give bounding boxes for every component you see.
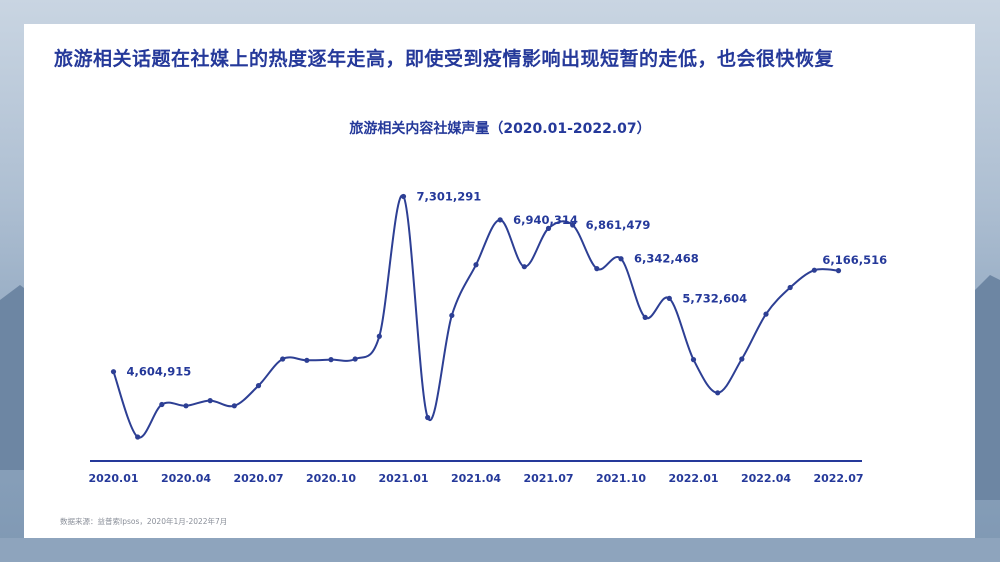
data-point-2020.04: [183, 403, 189, 409]
data-point-2021.09: [594, 266, 600, 272]
x-tick-label: 2020.04: [161, 472, 211, 485]
data-label: 6,861,479: [586, 218, 651, 232]
data-point-2021.10: [618, 256, 624, 262]
data-point-2021.11: [642, 314, 648, 320]
chart-title: 旅游相关内容社媒声量（2020.01-2022.07）: [349, 121, 651, 137]
data-point-2020.05: [207, 398, 213, 404]
x-tick-label: 2020.07: [233, 472, 283, 485]
data-point-2022.02: [715, 390, 721, 396]
data-point-2022.03: [739, 356, 745, 362]
data-point-2022.01: [690, 357, 697, 363]
data-point-2020.08: [280, 356, 286, 362]
data-point-2020.02: [135, 434, 141, 440]
data-label: 6,166,516: [822, 253, 887, 267]
content-card: [24, 24, 975, 538]
x-tick-label: 2020.10: [306, 472, 356, 485]
data-point-2020.06: [231, 403, 237, 409]
data-point-2020.11: [352, 356, 358, 362]
data-point-2021.04: [473, 262, 479, 268]
data-point-2021.12: [666, 295, 672, 301]
data-point-2020.09: [304, 357, 310, 363]
data-point-2021.08: [570, 222, 576, 228]
source-note: 数据来源：益普索Ipsos，2020年1月-2022年7月: [60, 517, 228, 526]
data-point-2020.03: [159, 401, 165, 408]
data-point-2022.06: [811, 267, 817, 273]
data-point-2021.03: [449, 312, 455, 319]
data-point-2021.01: [400, 193, 407, 200]
data-point-2021.06: [521, 264, 527, 270]
data-label: 5,732,604: [682, 291, 747, 305]
data-label: 7,301,291: [417, 189, 482, 203]
page-headline: 旅游相关话题在社媒上的热度逐年走高，即使受到疫情影响出现短暂的走低，也会很快恢复: [54, 48, 835, 70]
x-tick-label: 2022.01: [668, 472, 718, 485]
data-label: 4,604,915: [127, 365, 192, 379]
data-point-2022.07: [835, 268, 842, 274]
data-point-2020.10: [328, 357, 334, 363]
data-label: 6,342,468: [634, 252, 699, 266]
x-tick-label: 2021.10: [596, 472, 646, 485]
x-tick-label: 2020.01: [88, 472, 138, 485]
data-point-2020.07: [255, 383, 262, 389]
data-point-2022.04: [763, 311, 769, 317]
data-point-2020.01: [110, 369, 117, 375]
data-point-2021.07: [545, 225, 552, 231]
x-tick-label: 2022.07: [813, 472, 863, 485]
series-line: [112, 194, 839, 439]
data-point-2022.05: [787, 284, 793, 291]
x-tick-label: 2021.04: [451, 472, 501, 485]
data-point-2020.12: [376, 333, 382, 339]
x-tick-label: 2021.01: [378, 472, 428, 485]
data-point-2021.05: [497, 217, 503, 223]
x-tick-label: 2021.07: [523, 472, 573, 485]
data-point-2021.02: [425, 414, 431, 421]
data-label: 6,940,314: [513, 213, 578, 227]
x-tick-label: 2022.04: [741, 472, 791, 485]
